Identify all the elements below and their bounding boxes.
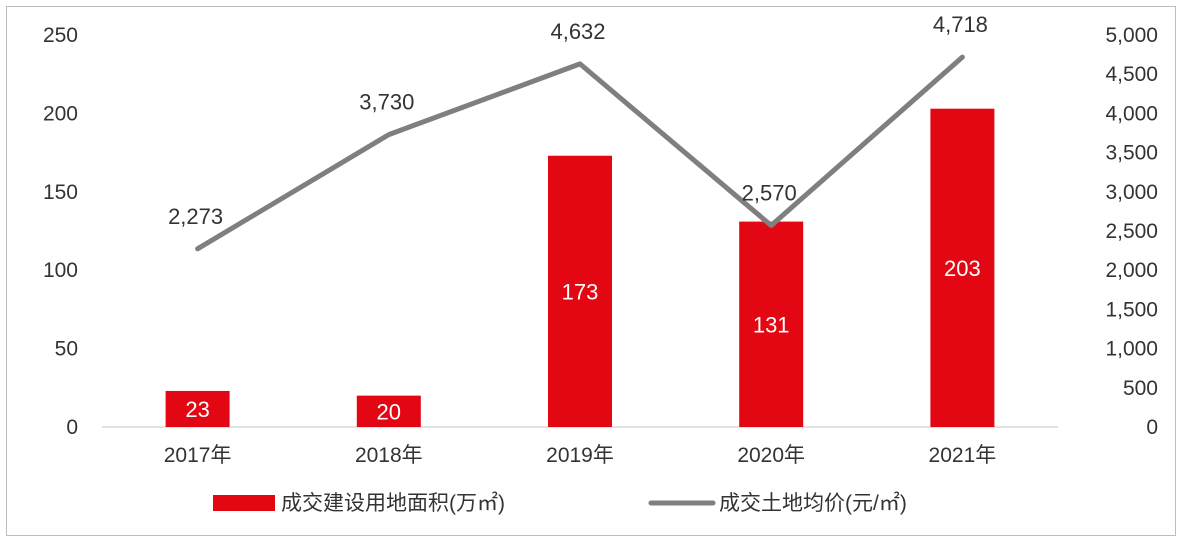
right-tick-label: 4,500	[1105, 63, 1158, 86]
right-tick-label: 4,000	[1105, 102, 1158, 125]
x-tick-label: 2017年	[164, 444, 232, 467]
legend: 成交建设用地面积(万㎡) 成交土地均价(元/㎡)	[213, 491, 907, 515]
right-tick-label: 2,500	[1105, 220, 1158, 243]
bar	[356, 395, 421, 427]
bar-data-label: 173	[562, 279, 599, 304]
right-tick-label: 3,000	[1105, 181, 1158, 204]
right-tick-label: 1,500	[1105, 298, 1158, 321]
bar-data-label: 20	[377, 399, 401, 424]
left-tick-label: 150	[43, 181, 78, 204]
right-tick-label: 2,000	[1105, 259, 1158, 282]
x-tick-label: 2020年	[737, 444, 805, 467]
bar-series	[165, 108, 995, 428]
left-tick-label: 0	[66, 416, 78, 439]
bar-data-label: 23	[185, 397, 209, 422]
right-tick-label: 3,500	[1105, 142, 1158, 165]
line-data-label: 2,273	[168, 204, 223, 229]
x-tick-label: 2018年	[355, 444, 423, 467]
x-tick-label: 2021年	[929, 444, 997, 467]
bar	[165, 390, 230, 427]
right-tick-label: 500	[1123, 377, 1158, 400]
left-tick-label: 200	[43, 102, 78, 125]
right-tick-label: 5,000	[1105, 24, 1158, 47]
bar-data-label: 203	[944, 256, 981, 281]
legend-bar-swatch	[213, 495, 275, 511]
line-data-label: 4,718	[933, 12, 988, 37]
bar	[548, 155, 612, 427]
left-tick-label: 100	[43, 259, 78, 282]
line-series	[195, 54, 965, 252]
line-data-label: 2,570	[742, 181, 797, 206]
bar-labels: 23 20 173 131 203	[185, 256, 980, 424]
bar	[739, 221, 804, 427]
left-y-axis: 0 50 100 150 200 250	[43, 24, 78, 439]
line-data-label: 4,632	[550, 19, 605, 44]
bar	[930, 108, 995, 428]
legend-line-label: 成交土地均价(元/㎡)	[719, 491, 907, 515]
x-tick-label: 2019年	[546, 444, 614, 467]
right-tick-label: 0	[1146, 416, 1158, 439]
right-tick-label: 1,000	[1105, 338, 1158, 361]
left-tick-label: 50	[55, 338, 78, 361]
line-labels: 2,273 3,730 4,632 2,570 4,718	[168, 12, 988, 229]
line-data-label: 3,730	[359, 90, 414, 115]
bar-data-label: 131	[753, 312, 790, 337]
legend-bar-label: 成交建设用地面积(万㎡)	[281, 491, 505, 515]
left-tick-label: 250	[43, 24, 78, 47]
right-y-axis: 0 500 1,000 1,500 2,000 2,500 3,000 3,500 4,000 4…	[1105, 24, 1158, 439]
x-axis-labels: 2017年 2018年 2019年 2020年 2021年	[164, 444, 997, 467]
